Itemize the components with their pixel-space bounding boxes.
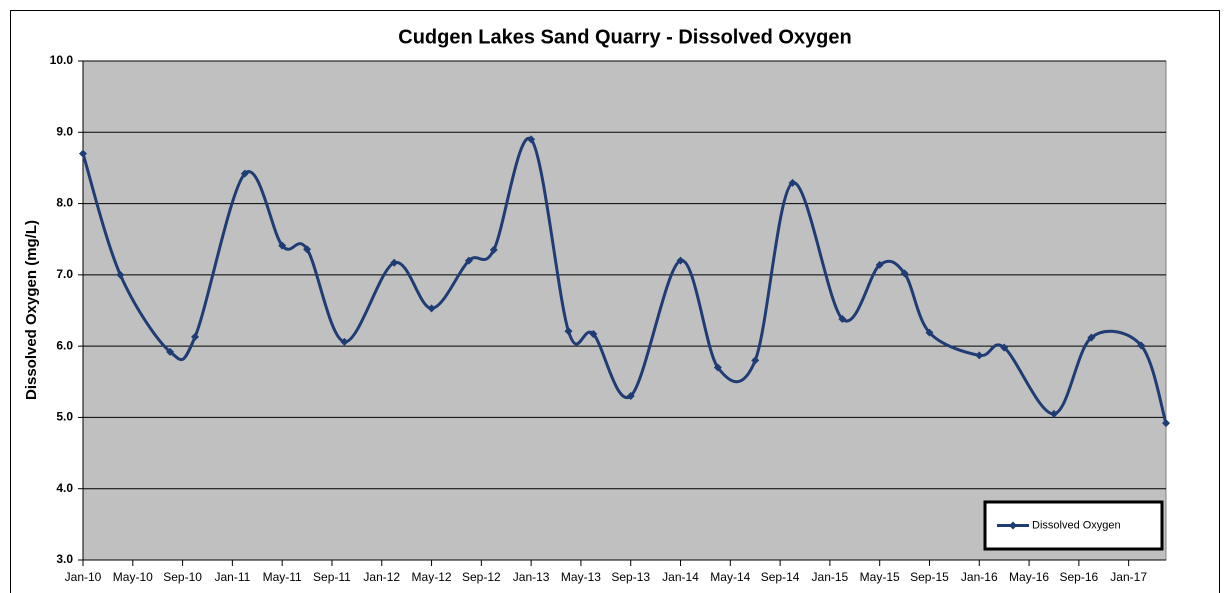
marker xyxy=(626,392,635,401)
marker xyxy=(713,363,722,372)
marker xyxy=(489,245,498,254)
y-tick-label: 5.0 xyxy=(56,410,73,424)
x-tick-label: Jan-17 xyxy=(1110,570,1147,584)
x-tick-label: Jan-16 xyxy=(961,570,998,584)
marker xyxy=(166,347,175,356)
x-tick-label: Sep-15 xyxy=(910,570,949,584)
x-tick-label: Jan-11 xyxy=(214,570,250,584)
marker xyxy=(1049,409,1058,418)
x-tick-label: May-14 xyxy=(710,570,750,584)
marker xyxy=(1000,343,1009,352)
chart-title: Cudgen Lakes Sand Quarry - Dissolved Oxy… xyxy=(398,26,851,48)
y-tick-label: 10.0 xyxy=(50,53,74,67)
x-tick-label: Jan-15 xyxy=(812,570,849,584)
y-axis-label: Dissolved Oxygen (mg/L) xyxy=(23,220,40,400)
marker xyxy=(116,270,125,279)
legend-label: Dissolved Oxygen xyxy=(1032,519,1121,531)
x-tick-label: Jan-14 xyxy=(662,570,699,584)
x-tick-label: Sep-11 xyxy=(313,570,351,584)
marker xyxy=(79,149,87,158)
x-tick-label: Sep-16 xyxy=(1060,570,1099,584)
marker xyxy=(875,260,884,269)
marker xyxy=(240,169,249,178)
marker xyxy=(751,356,760,365)
x-tick-label: May-15 xyxy=(860,570,900,584)
marker xyxy=(975,351,984,360)
x-tick-label: Sep-13 xyxy=(611,570,650,584)
y-tick-label: 4.0 xyxy=(56,481,73,495)
marker xyxy=(278,241,287,250)
marker xyxy=(191,332,200,341)
x-tick-label: Jan-13 xyxy=(513,570,550,584)
y-tick-label: 6.0 xyxy=(56,338,73,352)
y-tick-label: 7.0 xyxy=(56,267,73,281)
marker xyxy=(589,330,598,339)
marker xyxy=(564,327,573,336)
marker xyxy=(1137,341,1146,350)
marker xyxy=(838,315,847,324)
x-tick-label: May-10 xyxy=(113,570,153,584)
y-tick-label: 9.0 xyxy=(56,124,73,138)
marker xyxy=(1162,419,1170,428)
x-tick-label: Sep-12 xyxy=(462,570,501,584)
x-tick-label: May-11 xyxy=(263,570,302,584)
x-tick-label: Sep-10 xyxy=(163,570,202,584)
marker xyxy=(427,304,436,313)
marker xyxy=(464,256,473,265)
x-tick-label: May-13 xyxy=(561,570,601,584)
x-tick-label: Jan-10 xyxy=(65,570,102,584)
plot-area xyxy=(82,60,1167,561)
x-tick-label: May-12 xyxy=(412,570,452,584)
marker xyxy=(340,337,349,346)
x-tick-label: May-16 xyxy=(1009,570,1049,584)
marker xyxy=(527,135,536,144)
legend-marker xyxy=(1009,521,1017,530)
y-tick-label: 3.0 xyxy=(56,552,73,566)
series-line xyxy=(81,136,1168,424)
marker xyxy=(390,258,399,267)
marker xyxy=(303,245,312,254)
x-tick-label: Jan-12 xyxy=(363,570,400,584)
marker xyxy=(925,328,934,337)
marker xyxy=(676,256,685,265)
marker xyxy=(1087,333,1096,342)
x-tick-label: Sep-14 xyxy=(761,570,800,584)
marker xyxy=(900,269,909,278)
y-tick-label: 8.0 xyxy=(56,196,73,210)
marker xyxy=(788,178,797,187)
